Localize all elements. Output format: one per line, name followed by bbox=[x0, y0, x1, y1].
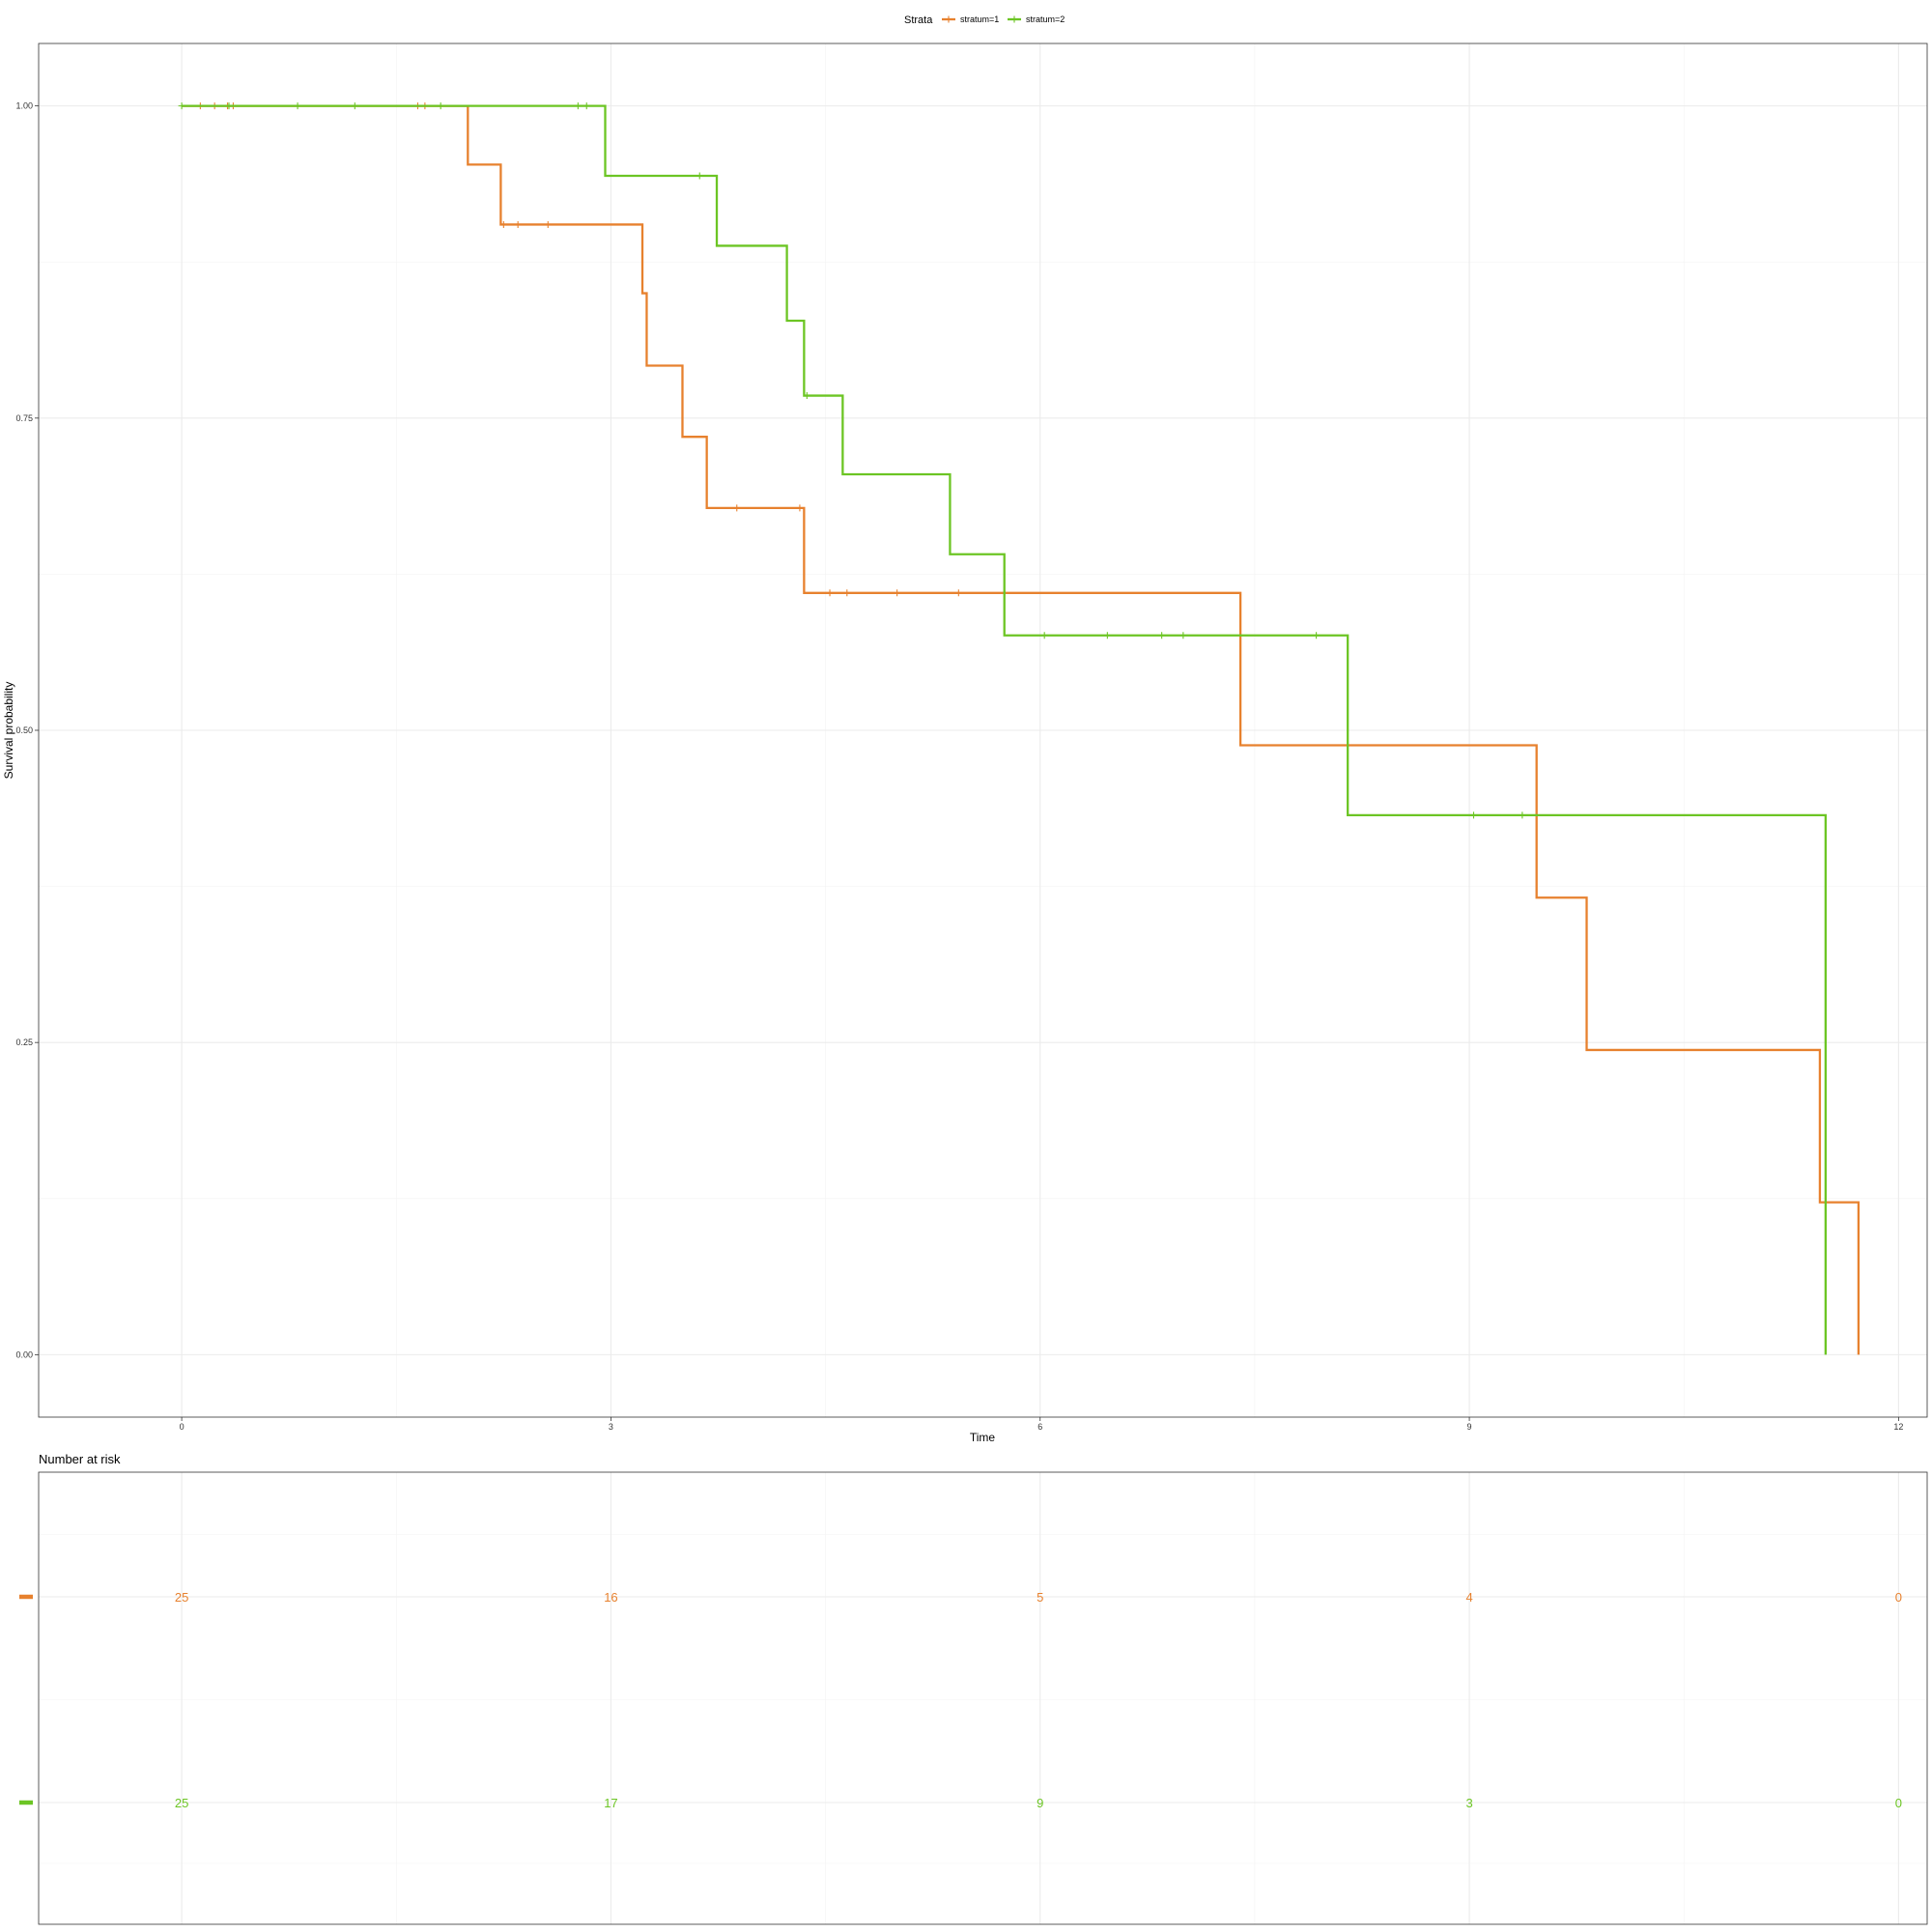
y-axis-title: Survival probability bbox=[2, 682, 15, 780]
survival-curve-stratum-2 bbox=[182, 104, 1827, 1355]
censor-mark bbox=[1470, 811, 1477, 819]
censor-mark bbox=[1158, 632, 1166, 639]
censor-mark bbox=[544, 220, 552, 228]
censor-mark bbox=[696, 172, 703, 180]
censor-mark bbox=[733, 504, 741, 512]
x-tick-label: 0 bbox=[180, 1422, 185, 1432]
survival-plot-panel: 0.00 0.25 0.50 0.75 1.00 0 3 6 9 12 Time Surviva… bbox=[2, 43, 1928, 1444]
survival-curves bbox=[178, 102, 1861, 1355]
risk-count: 16 bbox=[604, 1590, 617, 1605]
censor-mark bbox=[294, 102, 301, 110]
risk-table: Number at risk 25 16 5 4 0 25 17 9 3 0 bbox=[19, 1452, 1928, 1925]
legend-title: Strata bbox=[904, 14, 933, 26]
legend-label: stratum=2 bbox=[1026, 14, 1065, 24]
risk-count: 0 bbox=[1895, 1590, 1902, 1605]
risk-count: 9 bbox=[1037, 1796, 1043, 1810]
censor-mark bbox=[894, 589, 901, 597]
x-tick-label: 12 bbox=[1893, 1422, 1903, 1432]
censor-mark bbox=[225, 102, 233, 110]
censor-mark bbox=[1519, 811, 1526, 819]
risk-count: 5 bbox=[1037, 1590, 1043, 1605]
y-tick-label: 0.00 bbox=[15, 1350, 33, 1359]
y-tick-label: 0.50 bbox=[15, 725, 33, 735]
censor-mark bbox=[1040, 632, 1048, 639]
censor-mark bbox=[843, 589, 851, 597]
censor-mark bbox=[574, 102, 582, 110]
legend-label: stratum=1 bbox=[960, 14, 999, 24]
y-tick-label: 0.25 bbox=[15, 1037, 33, 1047]
risk-count: 17 bbox=[604, 1796, 617, 1810]
x-tick-label: 6 bbox=[1037, 1422, 1042, 1432]
plot-grid bbox=[39, 43, 1927, 1417]
censor-mark bbox=[1179, 632, 1187, 639]
censor-mark bbox=[954, 589, 962, 597]
risk-table-border bbox=[38, 1471, 1928, 1925]
y-tick-label: 0.75 bbox=[15, 413, 33, 423]
risk-count: 3 bbox=[1465, 1796, 1472, 1810]
x-axis: 0 3 6 9 12 bbox=[180, 1417, 1903, 1432]
legend: Strata stratum=1 stratum=2 bbox=[904, 14, 1065, 26]
risk-table-grid bbox=[39, 1472, 1927, 1924]
risk-count: 25 bbox=[175, 1796, 188, 1810]
x-tick-label: 9 bbox=[1467, 1422, 1472, 1432]
risk-count: 0 bbox=[1895, 1796, 1902, 1810]
y-axis: 0.00 0.25 0.50 0.75 1.00 bbox=[15, 101, 39, 1359]
censor-mark bbox=[514, 220, 522, 228]
censor-mark bbox=[1313, 632, 1321, 639]
risk-count: 4 bbox=[1465, 1590, 1472, 1605]
risk-table-title: Number at risk bbox=[39, 1452, 121, 1466]
y-tick-label: 1.00 bbox=[15, 101, 33, 111]
censor-mark bbox=[796, 504, 804, 512]
censor-mark bbox=[499, 220, 507, 228]
censor-mark bbox=[582, 102, 590, 110]
censor-mark bbox=[826, 589, 834, 597]
censor-mark bbox=[1103, 632, 1111, 639]
censor-mark bbox=[178, 102, 185, 110]
x-axis-title: Time bbox=[970, 1431, 996, 1444]
risk-count: 25 bbox=[175, 1590, 188, 1605]
censor-mark bbox=[803, 392, 810, 400]
censor-mark bbox=[437, 102, 444, 110]
censor-mark bbox=[351, 102, 358, 110]
x-tick-label: 3 bbox=[609, 1422, 613, 1432]
